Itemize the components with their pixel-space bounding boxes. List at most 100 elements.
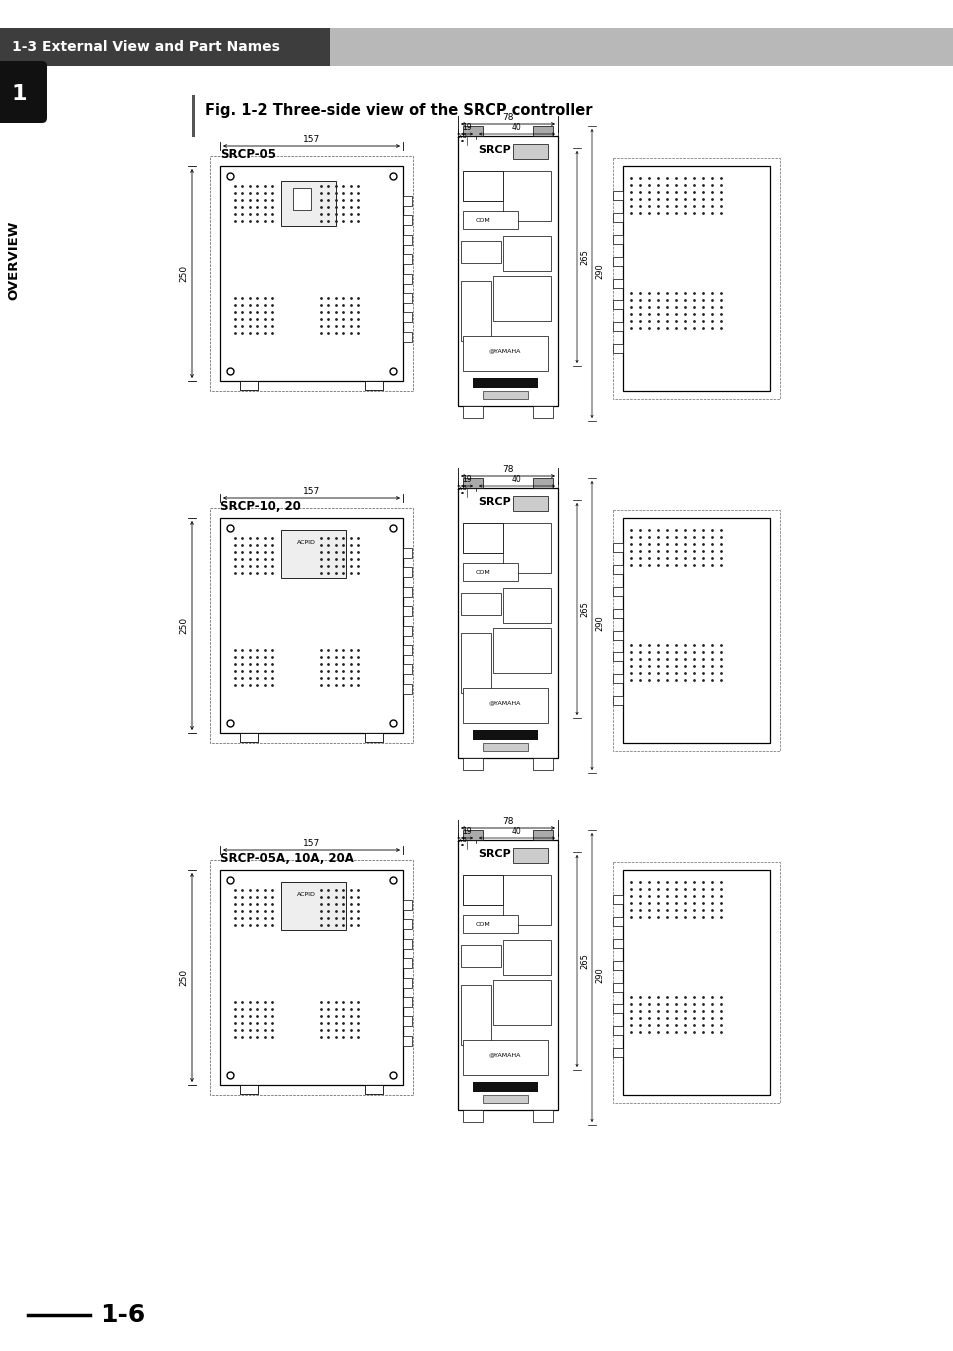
Bar [462, 407, 482, 417]
Bar [613, 653, 622, 662]
Bar [613, 917, 622, 925]
Bar [402, 958, 412, 969]
Bar [613, 235, 622, 243]
Bar [513, 496, 547, 511]
Bar [502, 940, 551, 975]
Text: 19: 19 [461, 828, 472, 836]
Text: 157: 157 [302, 488, 320, 497]
Bar [240, 1085, 257, 1094]
Bar [402, 567, 412, 577]
Bar [482, 1096, 527, 1102]
Text: 78: 78 [501, 112, 514, 122]
Text: 19: 19 [461, 123, 472, 132]
Bar [502, 588, 551, 623]
Bar [613, 862, 780, 1102]
Text: SRCP-05A, 10A, 20A: SRCP-05A, 10A, 20A [220, 852, 354, 865]
Bar [613, 345, 622, 353]
Bar [502, 875, 551, 925]
Bar [513, 848, 547, 863]
Text: 1-3 External View and Part Names: 1-3 External View and Part Names [12, 41, 279, 54]
Bar [457, 136, 558, 407]
Text: 78: 78 [501, 465, 514, 473]
Bar [402, 235, 412, 245]
Bar [457, 840, 558, 1111]
Bar [613, 961, 622, 970]
Bar [402, 254, 412, 265]
Bar [210, 155, 413, 390]
Bar [622, 166, 769, 390]
Bar [613, 158, 780, 399]
Bar [613, 509, 780, 751]
Text: SRCP-10, 20: SRCP-10, 20 [220, 500, 300, 513]
Bar [462, 875, 502, 905]
Bar [502, 236, 551, 272]
Text: @YAMAHA: @YAMAHA [488, 1052, 520, 1058]
Bar [460, 634, 491, 693]
Bar [462, 523, 502, 553]
Bar [402, 331, 412, 342]
Bar [402, 196, 412, 205]
Text: 1: 1 [11, 84, 27, 104]
Text: 290: 290 [595, 967, 604, 984]
Bar [613, 894, 622, 904]
Bar [473, 378, 537, 388]
Text: 157: 157 [302, 839, 320, 848]
Bar [462, 478, 482, 488]
Bar [613, 608, 622, 617]
Bar [220, 870, 402, 1085]
Bar [613, 1027, 622, 1035]
Bar [613, 565, 622, 574]
Text: SRCP: SRCP [477, 848, 510, 859]
Bar [330, 28, 953, 66]
Bar [613, 586, 622, 596]
Bar [402, 607, 412, 616]
Text: 5.5: 5.5 [456, 485, 467, 490]
Bar [210, 861, 413, 1096]
Bar [460, 593, 500, 615]
Text: SRCP-05: SRCP-05 [220, 149, 275, 161]
Bar [462, 1111, 482, 1121]
Bar [473, 730, 537, 740]
Bar [462, 563, 517, 581]
Bar [473, 1082, 537, 1092]
Bar [533, 126, 553, 136]
Text: 5.5: 5.5 [456, 838, 467, 843]
Text: 5.5: 5.5 [456, 132, 467, 139]
Bar [502, 172, 551, 222]
Text: 19: 19 [461, 476, 472, 485]
Bar [402, 997, 412, 1006]
Bar [462, 758, 482, 770]
Bar [220, 166, 402, 381]
Bar [493, 276, 551, 322]
Bar [622, 517, 769, 743]
Text: ACPID: ACPID [296, 539, 315, 544]
Bar [613, 939, 622, 948]
Bar [402, 978, 412, 988]
Bar [402, 684, 412, 693]
Bar [462, 830, 482, 840]
Bar [613, 982, 622, 992]
Bar [210, 508, 413, 743]
Text: @YAMAHA: @YAMAHA [488, 701, 520, 705]
Bar [402, 312, 412, 323]
Bar [513, 145, 547, 159]
Bar [402, 665, 412, 674]
Bar [613, 696, 622, 705]
Bar [502, 523, 551, 573]
Text: 78: 78 [501, 816, 514, 825]
Bar [533, 830, 553, 840]
Bar [482, 390, 527, 399]
Text: 157: 157 [302, 135, 320, 145]
Bar [402, 293, 412, 303]
Text: 250: 250 [179, 969, 189, 986]
Bar [533, 407, 553, 417]
Bar [462, 172, 502, 201]
Text: SRCP: SRCP [477, 497, 510, 507]
Bar [402, 273, 412, 284]
Bar [462, 126, 482, 136]
Bar [220, 517, 402, 734]
Bar [613, 257, 622, 266]
Text: 40: 40 [512, 476, 521, 485]
Bar [402, 1016, 412, 1027]
Bar [402, 900, 412, 911]
